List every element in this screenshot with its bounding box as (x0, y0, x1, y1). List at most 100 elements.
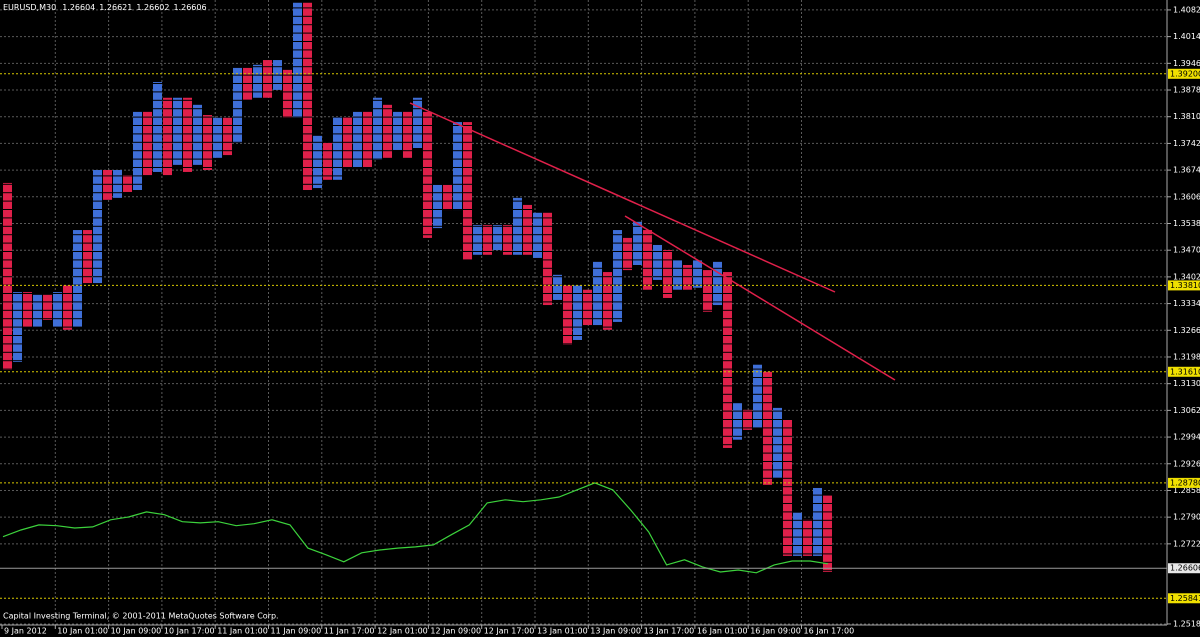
trend-line (624, 215, 896, 381)
pf-column (353, 111, 362, 169)
pf-column (73, 230, 82, 328)
pf-column (753, 364, 762, 428)
trend-line (409, 102, 836, 293)
x-tick-label: 13 Jan 09:00 (590, 627, 641, 636)
y-tick-label: 1.38787 (1173, 86, 1200, 95)
pf-column (83, 230, 92, 284)
y-tick-label: 1.40147 (1173, 32, 1200, 41)
pf-column (33, 294, 42, 328)
y-tick-label: 1.31307 (1173, 379, 1200, 388)
pf-column (453, 122, 462, 211)
pf-column (543, 212, 552, 306)
low: 1.26602 (136, 3, 169, 12)
x-tick-label: 11 Jan 17:00 (324, 627, 375, 636)
pf-column (153, 82, 162, 172)
pf-column (723, 272, 732, 448)
pf-column (313, 135, 322, 189)
pf-column (473, 224, 482, 255)
y-tick-label: 1.25187 (1173, 619, 1200, 628)
x-tick-label: 16 Jan 01:00 (697, 627, 748, 636)
pf-column (583, 289, 592, 326)
pf-column (593, 261, 602, 326)
pf-column (3, 182, 12, 370)
pf-column (113, 169, 122, 198)
pf-column (693, 259, 702, 288)
pf-column (443, 184, 452, 211)
pf-column (713, 261, 722, 306)
pf-column (303, 2, 312, 191)
level-label: 1.31610 (1170, 367, 1200, 376)
pf-column (283, 69, 292, 118)
level-label: 1.33810 (1170, 281, 1200, 290)
pf-column (493, 224, 502, 251)
y-tick-label: 1.40827 (1173, 5, 1200, 14)
x-tick-label: 10 Jan 01:00 (57, 627, 108, 636)
footer: Capital Investing Terminal, © 2001-2011 … (3, 612, 279, 621)
close: 1.26606 (173, 3, 206, 12)
y-tick-label: 1.29267 (1173, 459, 1200, 468)
pf-column (383, 104, 392, 158)
x-tick-label: 12 Jan 01:00 (377, 627, 428, 636)
pf-column (213, 117, 222, 158)
pf-column (423, 111, 432, 238)
chart-header: EURUSD,M30 1.26604 1.26621 1.26602 1.26606 (3, 3, 207, 12)
high: 1.26621 (99, 3, 132, 12)
pf-column (183, 97, 192, 172)
pf-column (123, 175, 132, 192)
pf-column (323, 142, 332, 180)
x-tick-label: 12 Jan 17:00 (484, 627, 535, 636)
pf-column (103, 169, 112, 200)
pf-column (23, 292, 32, 328)
pf-column (503, 224, 512, 255)
pf-column (413, 97, 422, 149)
level-label: 1.25841 (1170, 594, 1200, 603)
pf-column (363, 111, 372, 169)
level-label-bg (1168, 68, 1200, 79)
pf-column (13, 292, 22, 362)
pf-column (253, 64, 262, 98)
pf-column (43, 294, 52, 320)
x-tick-label: 11 Jan 01:00 (217, 627, 268, 636)
pf-column (53, 292, 62, 328)
y-tick-label: 1.39467 (1173, 59, 1200, 68)
x-tick-label: 13 Jan 01:00 (537, 627, 588, 636)
y-tick-label: 1.27227 (1173, 539, 1200, 548)
pf-column (673, 259, 682, 290)
pf-column (823, 495, 832, 573)
level-label-bg (1168, 280, 1200, 291)
x-tick-label: 12 Jan 09:00 (430, 627, 481, 636)
y-tick-label: 1.30627 (1173, 406, 1200, 415)
pf-column (293, 2, 302, 118)
level-label: 1.39200 (1170, 69, 1200, 78)
pf-column (633, 221, 642, 265)
pf-column (703, 270, 712, 312)
pf-column (653, 244, 662, 280)
level-label-bg (1168, 366, 1200, 377)
pf-column (243, 67, 252, 100)
pf-column (133, 111, 142, 191)
pf-column (813, 487, 822, 556)
pf-column (603, 272, 612, 330)
pf-column (163, 97, 172, 176)
y-tick-label: 1.32667 (1173, 326, 1200, 335)
pf-column (733, 402, 742, 440)
x-tick-label: 13 Jan 17:00 (644, 627, 695, 636)
pf-column (333, 116, 342, 180)
pf-column (233, 67, 242, 143)
pf-column (463, 122, 472, 260)
pf-column (783, 419, 792, 556)
pf-column (743, 409, 752, 430)
pf-column (193, 104, 202, 165)
x-tick-label: 10 Jan 09:00 (111, 627, 162, 636)
level-label-bg (1168, 593, 1200, 604)
x-tick-label: 16 Jan 17:00 (804, 627, 855, 636)
pf-column (373, 97, 382, 160)
pf-column (563, 285, 572, 345)
pf-column (263, 60, 272, 98)
pf-column (173, 97, 182, 165)
pf-column (683, 264, 692, 290)
pf-column (663, 250, 672, 298)
pf-column (143, 111, 152, 176)
open: 1.26604 (62, 3, 95, 12)
level-label: 1.28780 (1170, 478, 1200, 487)
